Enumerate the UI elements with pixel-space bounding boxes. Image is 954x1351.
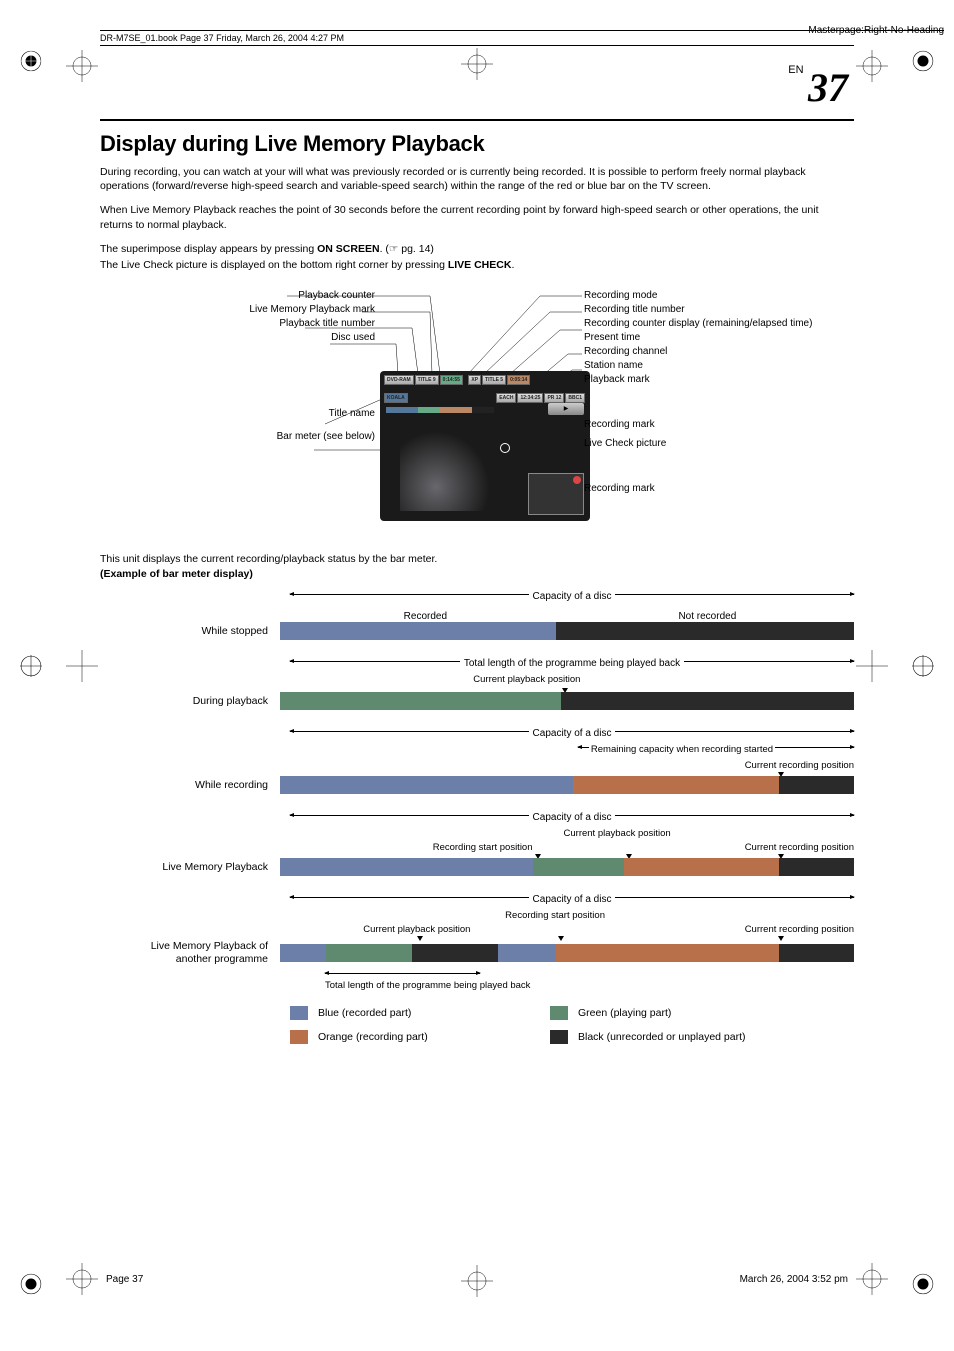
osd-ch: PR 12 — [544, 393, 564, 403]
r5-rsp-label: Recording start position — [505, 910, 605, 921]
osd-dvdram: DVD-RAM — [384, 375, 414, 385]
osd-play-icon: ▶ — [548, 403, 584, 415]
footer-date: March 26, 2004 3:52 pm — [740, 1274, 848, 1285]
intro-para-1: During recording, you can watch at your … — [100, 165, 854, 193]
label-present-time: Present time — [584, 332, 814, 343]
label-live-check-pic: Live Check picture — [584, 438, 814, 449]
r2-pos-label: Current playback position — [473, 674, 580, 685]
r3-pos-label: Current recording position — [745, 760, 854, 771]
instruction-onscreen: The superimpose display appears by press… — [100, 242, 854, 256]
legend-blue: Blue (recorded part) — [290, 1006, 550, 1020]
osd-bar-meter — [386, 407, 494, 413]
r5-crp-label: Current recording position — [745, 924, 854, 935]
page-number: 37 — [808, 65, 848, 110]
legend-orange: Orange (recording part) — [290, 1030, 550, 1044]
footer: Page 37 March 26, 2004 3:52 pm — [100, 1274, 854, 1285]
r4-crp-label: Current recording position — [745, 842, 854, 853]
label-rec-counter: Recording counter display (remaining/ela… — [584, 318, 814, 329]
label-playback-counter: Playback counter — [100, 290, 375, 301]
osd-time2: 12:34:25 — [517, 393, 543, 403]
bar-r1 — [280, 622, 854, 640]
r3-label: While recording — [100, 779, 280, 791]
bar-r2 — [280, 692, 854, 710]
bar-r5 — [280, 944, 854, 962]
bar-r4 — [280, 858, 854, 876]
masterpage: Masterpage:Right-No-Heading — [808, 25, 944, 36]
label-title-name: Title name — [100, 408, 375, 419]
osd-title9: TITLE 9 — [415, 375, 439, 385]
r1-caption: Capacity of a disc — [529, 591, 616, 602]
r4-label: Live Memory Playback — [100, 861, 280, 873]
intro-para-2: When Live Memory Playback reaches the po… — [100, 203, 854, 231]
r5-caption: Capacity of a disc — [529, 894, 616, 905]
label-playback-title-num: Playback title number — [100, 318, 375, 329]
page-header: EN 37 — [100, 64, 854, 111]
osd-koala: KOALA — [384, 393, 408, 403]
legend-green: Green (playing part) — [550, 1006, 810, 1020]
osd-counter: 0:14:55 — [440, 375, 463, 385]
label-live-memory-mark: Live Memory Playback mark — [100, 304, 375, 315]
label-rec-mode: Recording mode — [584, 290, 814, 301]
r5-cpp-label: Current playback position — [363, 924, 470, 935]
osd-stn: BBC1 — [565, 393, 585, 403]
legend: Blue (recorded part) Green (playing part… — [290, 1006, 854, 1054]
r4-caption: Capacity of a disc — [529, 812, 616, 823]
r5-label: Live Memory Playback of another programm… — [100, 940, 280, 965]
osd-diagram: Playback counter Live Memory Playback ma… — [100, 286, 854, 536]
page-title: Display during Live Memory Playback — [100, 131, 854, 157]
r1-label: While stopped — [100, 625, 280, 637]
label-disc-used: Disc used — [100, 332, 375, 343]
label-rec-title-num: Recording title number — [584, 304, 814, 315]
label-rec-mark-2: Recording mark — [584, 483, 814, 494]
r4-rsp-label: Recording start position — [433, 842, 533, 853]
r2-label: During playback — [100, 695, 280, 707]
label-rec-mark-1: Recording mark — [584, 419, 814, 430]
bar-meter-intro: This unit displays the current recording… — [100, 552, 854, 566]
label-rec-channel: Recording channel — [584, 346, 814, 357]
osd-rec-mark — [500, 443, 510, 453]
osd-time1: 0:05:14 — [507, 375, 530, 385]
legend-black: Black (unrecorded or unplayed part) — [550, 1030, 810, 1044]
osd-title5: TITLE 5 — [482, 375, 506, 385]
book-line: DR-M7SE_01.book Page 37 Friday, March 26… — [100, 33, 344, 43]
r3-rem-label: Remaining capacity when recording starte… — [589, 744, 775, 755]
r1-notrecorded: Not recorded — [561, 611, 854, 622]
r2-caption: Total length of the programme being play… — [460, 658, 684, 669]
r3-caption: Capacity of a disc — [529, 728, 616, 739]
bar-meter-section: Capacity of a disc Recorded Not recorded… — [100, 591, 854, 1053]
label-bar-meter: Bar meter (see below) — [100, 431, 375, 442]
osd-each: EACH — [496, 393, 516, 403]
r1-recorded: Recorded — [290, 611, 561, 622]
r4-cpp-label: Current playback position — [564, 828, 671, 839]
footer-page: Page 37 — [106, 1274, 143, 1285]
label-playback-mark: Playback mark — [584, 374, 814, 385]
lang-label: EN — [788, 64, 803, 76]
label-station-name: Station name — [584, 360, 814, 371]
instruction-livecheck: The Live Check picture is displayed on t… — [100, 258, 854, 272]
osd-xp: XP — [468, 375, 481, 385]
osd-screenshot: DVD-RAMTITLE 90:14:55 XPTITLE 50:05:14 K… — [380, 371, 590, 521]
r5-bottom-label: Total length of the programme being play… — [325, 980, 530, 991]
bar-r3 — [280, 776, 854, 794]
osd-live-check — [528, 473, 584, 515]
divider — [100, 119, 854, 121]
bar-meter-example: (Example of bar meter display) — [100, 567, 854, 581]
osd-image-placeholder — [400, 431, 490, 511]
